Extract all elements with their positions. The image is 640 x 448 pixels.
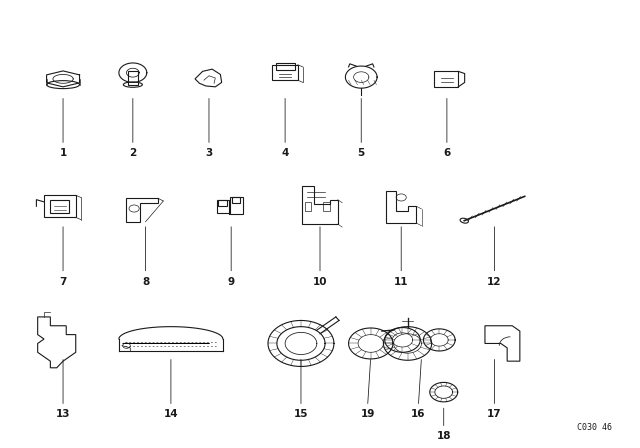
- Text: C030 46: C030 46: [577, 423, 612, 432]
- Text: 6: 6: [444, 148, 451, 158]
- Text: 4: 4: [282, 148, 289, 158]
- Text: 10: 10: [313, 276, 327, 287]
- Bar: [51, 200, 69, 213]
- Text: 15: 15: [294, 409, 308, 419]
- Text: 11: 11: [394, 276, 408, 287]
- Text: 7: 7: [60, 276, 67, 287]
- Bar: [232, 198, 240, 203]
- Text: 3: 3: [205, 148, 212, 158]
- Bar: [305, 202, 311, 211]
- Text: 14: 14: [164, 409, 178, 419]
- Text: 9: 9: [228, 276, 235, 287]
- Text: 19: 19: [360, 409, 375, 419]
- Bar: [218, 200, 227, 206]
- Bar: [230, 198, 243, 214]
- Text: 17: 17: [487, 409, 502, 419]
- Bar: [273, 65, 298, 80]
- Text: 2: 2: [129, 148, 136, 158]
- Bar: [323, 202, 330, 211]
- Text: 8: 8: [142, 276, 149, 287]
- Text: 1: 1: [60, 148, 67, 158]
- Text: 13: 13: [56, 409, 70, 419]
- Text: 5: 5: [358, 148, 365, 158]
- Text: 16: 16: [411, 409, 426, 419]
- Bar: [128, 71, 138, 85]
- Text: 18: 18: [436, 431, 451, 441]
- Text: 12: 12: [487, 276, 502, 287]
- Bar: [434, 71, 458, 87]
- Bar: [217, 200, 228, 213]
- Bar: [276, 64, 294, 70]
- Bar: [44, 195, 76, 217]
